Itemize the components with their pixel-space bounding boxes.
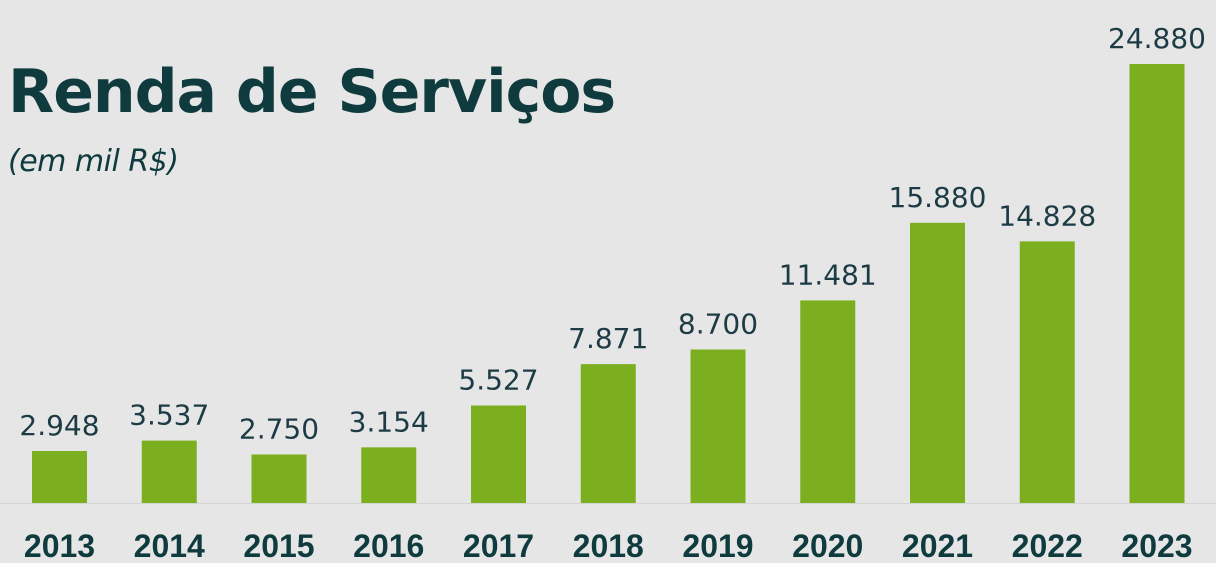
value-labels-group: 2.948 3.537 2.750 3.154 5.527 7.871 8.700 11.48…	[19, 22, 1206, 445]
x-tick-label-2016: 2016	[353, 528, 424, 563]
value-label-2015: 2.750	[239, 412, 319, 445]
bar-2017	[471, 405, 526, 503]
value-label-2018: 7.871	[568, 322, 648, 355]
x-tick-label-2013: 2013	[24, 528, 95, 563]
bar-2016	[361, 447, 417, 503]
x-tick-label-2023: 2023	[1121, 528, 1192, 563]
value-label-2017: 5.527	[458, 363, 538, 396]
x-tick-label-2018: 2018	[573, 528, 644, 563]
bar-2013	[32, 450, 87, 503]
bar-2019	[690, 349, 746, 503]
bar-2014	[141, 440, 197, 503]
value-label-2020: 11.481	[779, 258, 877, 291]
value-label-2019: 8.700	[678, 307, 758, 340]
x-tick-label-2014: 2014	[134, 528, 205, 563]
chart-subtitle: (em mil R$)	[8, 144, 179, 179]
bar-2018	[580, 364, 636, 503]
bar-2022	[1019, 241, 1075, 504]
bar-2020	[800, 300, 856, 503]
value-label-2014: 3.537	[129, 399, 209, 432]
x-tick-label-2019: 2019	[682, 528, 753, 563]
bars-group	[32, 64, 1185, 504]
value-label-2022: 14.828	[998, 199, 1096, 232]
value-label-2023: 24.880	[1108, 22, 1206, 55]
bar-2023	[1129, 64, 1185, 503]
value-label-2016: 3.154	[349, 405, 429, 438]
value-label-2013: 2.948	[19, 409, 99, 442]
x-tick-label-2015: 2015	[243, 528, 314, 563]
chart-title: Renda de Serviços	[8, 57, 616, 127]
x-tick-label-2017: 2017	[463, 528, 534, 563]
x-tick-label-2022: 2022	[1012, 528, 1083, 563]
x-tick-label-2020: 2020	[792, 528, 863, 563]
value-label-2021: 15.880	[889, 181, 987, 214]
x-tick-label-2021: 2021	[902, 528, 973, 563]
x-tick-labels-group: 2013 2014 2015 2016 2017 2018 2019 2020 2021 2022…	[24, 528, 1193, 563]
bar-2021	[910, 222, 965, 504]
bar-2015	[251, 454, 307, 503]
